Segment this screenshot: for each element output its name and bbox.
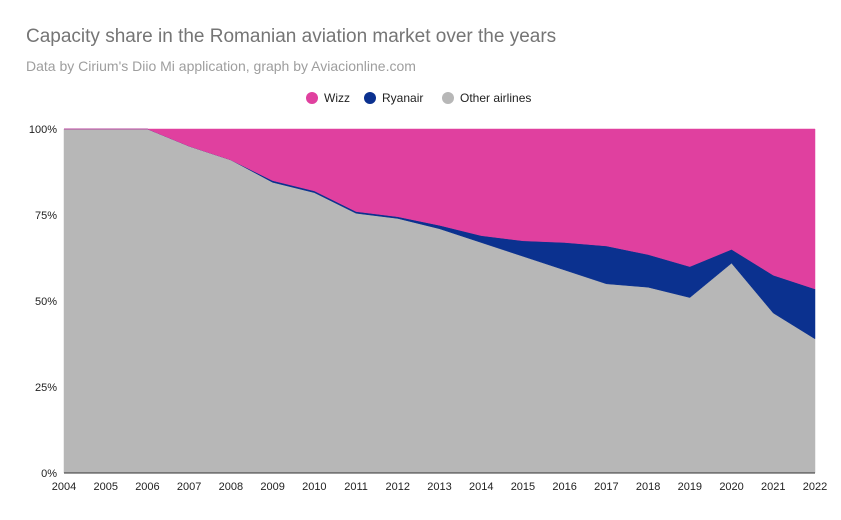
legend-label: Wizz (324, 91, 350, 105)
x-tick-label: 2015 (511, 481, 535, 493)
legend-swatch (442, 92, 454, 104)
legend-swatch (306, 92, 318, 104)
x-tick-label: 2018 (636, 481, 660, 493)
x-tick-label: 2010 (302, 481, 326, 493)
x-tick-label: 2007 (177, 481, 201, 493)
x-tick-label: 2008 (219, 481, 243, 493)
x-tick-label: 2017 (594, 481, 618, 493)
x-tick-label: 2019 (678, 481, 702, 493)
legend-label: Ryanair (382, 91, 423, 105)
x-tick-label: 2006 (135, 481, 159, 493)
y-tick-label: 100% (29, 124, 57, 136)
legend-swatch (364, 92, 376, 104)
x-tick-label: 2016 (552, 481, 576, 493)
x-tick-label: 2021 (761, 481, 785, 493)
y-tick-label: 0% (41, 468, 57, 480)
chart-title: Capacity share in the Romanian aviation … (26, 26, 557, 47)
x-tick-label: 2005 (93, 481, 117, 493)
y-tick-label: 75% (35, 210, 57, 222)
x-tick-label: 2014 (469, 481, 493, 493)
x-tick-label: 2013 (427, 481, 451, 493)
chart-areas (63, 128, 816, 474)
x-tick-label: 2020 (719, 481, 743, 493)
y-tick-label: 50% (35, 296, 57, 308)
chart-axes: 0% 25% 50% 75% 100% 2004 2005 2006 2007 2008 2009 2… (29, 124, 827, 493)
area-wizz (64, 128, 816, 290)
legend: Wizz Ryanair Other airlines (306, 91, 531, 105)
chart-subtitle: Data by Cirium's Diio Mi application, gr… (26, 58, 416, 74)
x-tick-label: 2004 (52, 481, 76, 493)
y-tick-label: 25% (35, 382, 57, 394)
x-tick-label: 2012 (386, 481, 410, 493)
x-tick-label: 2011 (344, 481, 368, 493)
legend-label: Other airlines (460, 91, 531, 105)
x-tick-label: 2009 (260, 481, 284, 493)
x-tick-label: 2022 (803, 481, 827, 493)
